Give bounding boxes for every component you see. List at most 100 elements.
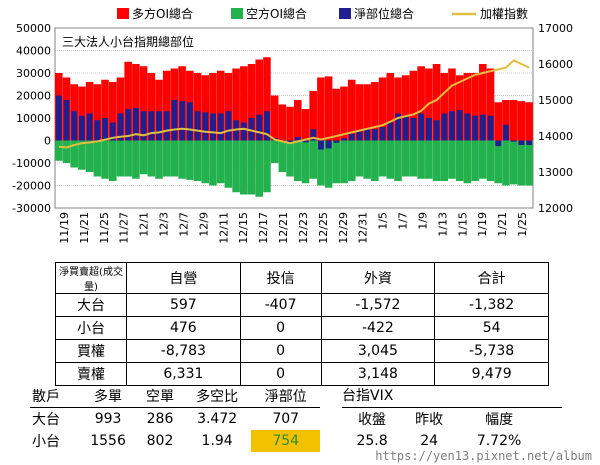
bar-net [441,113,448,141]
x-tick-label: 12/31 [357,212,370,244]
bar-short [101,140,109,179]
bar-short [162,140,171,177]
net-table-corner: 淨買賣超(成交量) [55,262,127,294]
bar-short [371,140,379,181]
bar-long [201,75,210,141]
bar-short [294,140,302,181]
bar-short [286,140,294,177]
y-tick-label: -10000 [12,157,51,170]
bar-long [409,70,418,141]
bar-net [503,124,509,141]
cell: 3,148 [320,362,436,386]
bar-long [525,102,533,141]
x-tick-label: 12/3 [158,212,171,237]
bar-long [93,84,102,141]
bar-long [108,82,117,141]
bar-long [332,88,341,141]
bar-short [455,140,464,181]
bar-long [132,64,140,141]
retail-header-short: 空單 [137,385,183,408]
bar-long [78,86,86,141]
bar-long [216,70,225,141]
vix-header-row: 收盤 昨收 幅度 [342,408,542,430]
y2-tick-label: 15000 [538,94,573,107]
watermark: https://yen13.pixnet.net/album [373,449,594,463]
bar-net [433,120,440,141]
bar-short [525,140,533,186]
bar-long [209,73,217,141]
bar-short [394,140,402,181]
bar-short [78,140,86,170]
bar-long [324,76,333,141]
net-header-trust: 投信 [239,262,322,294]
retail-header-ratio: 多空比 [182,385,252,408]
table-row: 大台 597 -407 -1,572 -1,382 [55,293,549,317]
bar-short [509,140,518,185]
bar-long [147,73,156,141]
bar-long [371,82,379,141]
cell: 0 [239,339,322,363]
cell: -8,783 [126,339,241,363]
bar-short [240,140,248,195]
bar-short [201,140,210,184]
retail-header-long: 多單 [78,385,138,408]
bar-net [518,140,525,145]
x-tick-label: 1/5 [377,212,390,230]
bar-long [340,86,348,141]
bar-long [224,73,233,141]
bar-short [55,140,63,161]
x-tick-label: 12/15 [237,212,250,244]
retail-net-highlight: 754 [251,430,320,452]
bar-long [162,70,171,141]
y2-tick-label: 17000 [538,22,573,35]
index-line [58,59,530,149]
bar-net [179,101,186,141]
bar-short [378,140,387,177]
bar-short [170,140,179,177]
bar-long [386,73,395,141]
cell: 54 [434,316,549,340]
bars [55,57,533,197]
vix-header-change: 幅度 [485,412,514,428]
legend: 多方OI總合 空方OI總合 淨部位總合 加權指數 [117,6,528,21]
bar-net [402,115,409,141]
x-tick-label: 1/9 [416,212,429,230]
y2-tick-label: 14000 [538,130,573,143]
y-tick-label: 50000 [16,22,51,35]
bar-net [171,100,178,141]
bar-net [140,111,147,141]
vix-header-close: 收盤 [358,412,387,428]
net-table-header: 淨買賣超(成交量) 自營 投信 外資 合計 [55,262,549,294]
bar-short [186,140,194,180]
bar-long [502,100,510,141]
legend-swatch-short [231,8,243,19]
cell: 1.94 [201,433,233,449]
bar-long [263,57,271,141]
bar-short [409,140,418,177]
bar-net [287,140,294,143]
cell: 1556 [90,433,126,449]
bar-net [356,131,363,141]
net-header-dealer: 自營 [126,262,241,294]
bar-long [471,73,479,141]
vix-block: 台指VIX 收盤 昨收 幅度 25.8 24 7.72% [342,385,562,452]
bar-net [372,129,378,141]
retail-header-label: 散戶 [30,385,79,408]
bar-long [270,95,279,141]
cell: 286 [146,411,174,427]
x-tick-label: 1/25 [516,212,529,237]
x-tick-label: 1/21 [496,212,509,237]
x-tick-label: 12/23 [297,212,310,244]
cell: 3.472 [197,411,238,427]
y-tick-label: 10000 [16,112,51,125]
x-tick-label: 11/19 [58,212,71,244]
bar-short [448,140,456,179]
vix-table: 收盤 昨收 幅度 25.8 24 7.72% [342,408,542,452]
bar-short [147,140,156,177]
bar-short [425,140,433,179]
y2-tick-label: 12000 [538,202,573,215]
row-label: 買權 [55,339,127,363]
bar-short [124,140,132,177]
bar-net [348,133,355,141]
cell: -407 [239,293,322,317]
